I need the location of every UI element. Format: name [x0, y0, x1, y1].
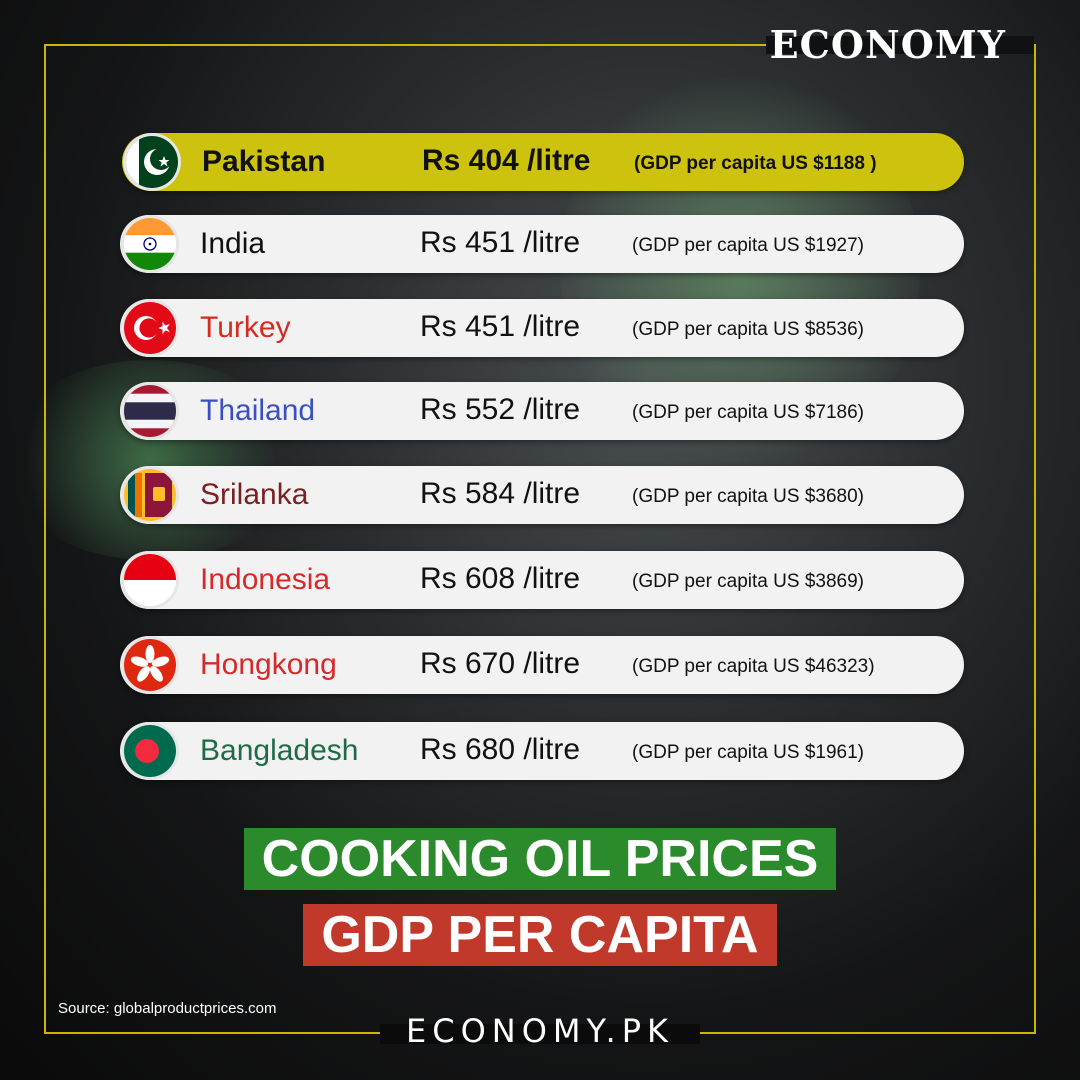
india-flag-icon: [124, 218, 176, 270]
price: Rs 404 /litre: [422, 144, 591, 177]
brand-logo-top: ECONOMY: [769, 22, 1006, 67]
country-name: Bangladesh: [200, 734, 359, 767]
pakistan-flag-icon: [126, 136, 178, 188]
price: Rs 584 /litre: [420, 477, 581, 510]
title-cooking-oil-prices: COOKING OIL PRICES: [0, 828, 1080, 890]
gdp-per-capita: (GDP per capita US $3680): [632, 486, 864, 507]
country-name: Hongkong: [200, 648, 337, 681]
price: Rs 670 /litre: [420, 647, 581, 680]
frame-gap: [766, 36, 1034, 54]
title-gdp-per-capita: GDP PER CAPITA: [0, 904, 1080, 966]
country-name: Srilanka: [200, 478, 309, 511]
gdp-per-capita: (GDP per capita US $3869): [632, 571, 864, 592]
list-item: Srilanka Rs 584 /litre (GDP per capita U…: [120, 466, 964, 524]
country-name: Thailand: [200, 394, 316, 427]
gdp-per-capita: (GDP per capita US $46323): [632, 656, 875, 677]
list-item: Thailand Rs 552 /litre (GDP per capita U…: [120, 382, 964, 440]
hongkong-flag-icon: [124, 639, 176, 691]
list-item: Turkey Rs 451 /litre (GDP per capita US …: [120, 299, 964, 357]
bangladesh-flag-icon: [124, 725, 176, 777]
srilanka-flag-icon: [124, 469, 176, 521]
country-name: India: [200, 227, 266, 260]
gdp-per-capita: (GDP per capita US $1188 ): [634, 153, 877, 174]
country-name: Pakistan: [202, 145, 326, 178]
country-name: Turkey: [200, 311, 291, 344]
brand-logo-bottom: ECONOMY.PK: [406, 1012, 674, 1050]
country-name: Indonesia: [200, 563, 331, 596]
indonesia-flag-icon: [124, 554, 176, 606]
list-item: Pakistan Rs 404 /litre (GDP per capita U…: [122, 133, 964, 191]
price: Rs 451 /litre: [420, 310, 581, 343]
turkey-flag-icon: [124, 302, 176, 354]
gdp-per-capita: (GDP per capita US $7186): [632, 402, 864, 423]
price: Rs 552 /litre: [420, 393, 581, 426]
gdp-per-capita: (GDP per capita US $8536): [632, 319, 864, 340]
price: Rs 680 /litre: [420, 733, 581, 766]
source-note: Source: globalproductprices.com: [58, 1000, 277, 1017]
title-line-2: GDP PER CAPITA: [303, 904, 777, 966]
gdp-per-capita: (GDP per capita US $1927): [632, 235, 864, 256]
list-item: Hongkong Rs 670 /litre (GDP per capita U…: [120, 636, 964, 694]
title-line-1: COOKING OIL PRICES: [243, 828, 837, 890]
gdp-per-capita: (GDP per capita US $1961): [632, 742, 864, 763]
list-item: India Rs 451 /litre (GDP per capita US $…: [120, 215, 964, 273]
price: Rs 451 /litre: [420, 226, 581, 259]
thailand-flag-icon: [124, 385, 176, 437]
price: Rs 608 /litre: [420, 562, 581, 595]
list-item: Bangladesh Rs 680 /litre (GDP per capita…: [120, 722, 964, 780]
list-item: Indonesia Rs 608 /litre (GDP per capita …: [120, 551, 964, 609]
frame-gap: [380, 1024, 700, 1044]
